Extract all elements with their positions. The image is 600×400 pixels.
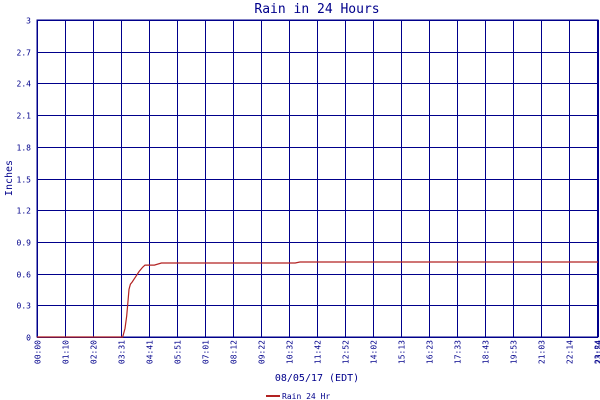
x-tick-label: 09:22 (258, 340, 267, 364)
x-tick-label: 23:54 (595, 340, 600, 364)
legend: Rain 24 Hr (266, 392, 330, 400)
x-tick-label: 07:01 (202, 340, 211, 364)
x-tick-label: 12:52 (342, 340, 351, 364)
x-tick-label: 02:20 (90, 340, 99, 364)
y-tick-label: 0 (26, 334, 31, 343)
y-axis-label: Inches (4, 160, 15, 196)
y-tick-label: 2.7 (17, 49, 32, 58)
grid (36, 19, 599, 338)
x-tick-label: 00:00 (34, 340, 43, 364)
x-tick-label: 11:42 (314, 340, 323, 364)
x-tick-label: 19:53 (510, 340, 519, 364)
x-tick-label: 18:43 (482, 340, 491, 364)
y-axis-ticks: 0 0.3 0.6 0.9 1.2 1.5 1.8 2.1 2.4 2.7 3 (17, 17, 32, 343)
x-tick-label: 01:10 (62, 340, 71, 364)
x-tick-label: 04:41 (146, 340, 155, 364)
x-tick-label: 16:23 (426, 340, 435, 364)
x-tick-label: 05:51 (174, 340, 183, 364)
x-tick-label: 22:14 (566, 340, 575, 364)
x-tick-label: 08:12 (230, 340, 239, 364)
y-tick-label: 3 (26, 17, 31, 26)
x-tick-label: 21:03 (538, 340, 547, 364)
series-line (37, 261, 598, 338)
x-tick-label: 14:02 (370, 340, 379, 364)
x-tick-label: 03:31 (118, 340, 127, 364)
x-axis-label: 08/05/17 (EDT) (275, 373, 359, 384)
y-tick-label: 2.1 (17, 112, 32, 121)
y-tick-label: 1.5 (17, 176, 32, 185)
y-tick-label: 0.3 (17, 302, 32, 311)
x-tick-label: 17:33 (454, 340, 463, 364)
y-tick-label: 1.8 (17, 144, 32, 153)
legend-label: Rain 24 Hr (282, 392, 330, 400)
chart-title: Rain in 24 Hours (254, 2, 379, 17)
x-tick-label: 10:32 (286, 340, 295, 364)
x-tick-label: 15:13 (398, 340, 407, 364)
x-tick-label: 23:24 (594, 340, 600, 364)
series-lines (37, 261, 598, 338)
y-tick-label: 2.4 (17, 80, 32, 89)
y-tick-label: 0.9 (17, 239, 32, 248)
y-tick-label: 0.6 (17, 271, 32, 280)
y-tick-label: 1.2 (17, 207, 32, 216)
x-axis-ticks: 00:00 01:10 02:20 03:31 04:41 05:51 07:01 08:12… (34, 340, 600, 364)
